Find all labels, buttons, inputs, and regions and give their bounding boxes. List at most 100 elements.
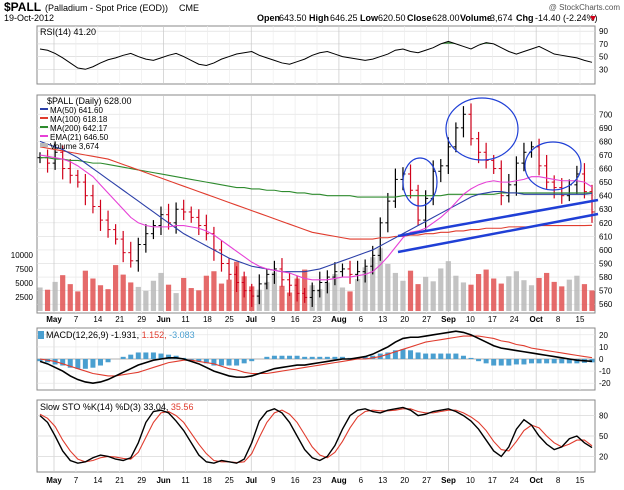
date-tick-label-bottom: Jul bbox=[245, 476, 257, 485]
price-bar bbox=[544, 154, 550, 189]
price-tick-label: 590 bbox=[599, 260, 613, 269]
price-bar bbox=[226, 258, 232, 280]
price-bar bbox=[498, 160, 504, 206]
date-tick-label-bottom: 8 bbox=[556, 476, 561, 485]
date-tick-label-bottom: 18 bbox=[203, 476, 212, 485]
price-bar bbox=[135, 237, 141, 272]
chg-label: Chg bbox=[516, 13, 534, 23]
price-bar bbox=[105, 210, 111, 238]
price-bar bbox=[445, 137, 451, 174]
open-label: Open bbox=[257, 13, 280, 23]
macd-histogram-bar bbox=[536, 359, 542, 364]
macd-histogram-bar bbox=[574, 359, 580, 364]
price-bar bbox=[506, 173, 512, 203]
price-bar bbox=[150, 220, 156, 240]
volume-bar bbox=[82, 270, 88, 311]
macd-histogram-bar bbox=[60, 359, 66, 366]
volume-bar bbox=[347, 291, 353, 311]
rsi-label: RSI(14) 41.20 bbox=[40, 27, 96, 37]
volume-tick-label: 10000 bbox=[11, 251, 34, 260]
price-legend: $PALL (Daily) 628.00 MA(50) 641.60 MA(10… bbox=[40, 96, 132, 151]
volume-tick-label: 2500 bbox=[15, 293, 33, 302]
price-tick-label: 610 bbox=[599, 232, 613, 241]
date-tick-label-bottom: 9 bbox=[271, 476, 276, 485]
volume-bar bbox=[264, 281, 270, 311]
macd-histogram-bar bbox=[279, 355, 285, 359]
date-tick-label: Sep bbox=[441, 315, 456, 324]
macd-histogram-bar bbox=[218, 359, 224, 366]
price-bar bbox=[415, 184, 421, 226]
macd-tick-label: -10 bbox=[599, 367, 611, 376]
date-tick-label-bottom: 21 bbox=[115, 476, 124, 485]
price-tick-label: 640 bbox=[599, 192, 613, 201]
volume-bar bbox=[120, 274, 126, 311]
volume-bar bbox=[135, 286, 141, 311]
date-tick-label-bottom: 27 bbox=[422, 476, 431, 485]
date-tick-label: 11 bbox=[181, 315, 190, 324]
date-tick-label-bottom: Jun bbox=[156, 476, 170, 485]
legend-volume: Volume 3,674 bbox=[50, 142, 99, 151]
rsi-tick-label: 50 bbox=[599, 53, 608, 62]
symbol-name: (Palladium - Spot Price (EOD)) bbox=[45, 3, 168, 13]
rsi-overbought-fill bbox=[40, 41, 592, 44]
price-bar bbox=[181, 199, 187, 221]
macd-histogram-bar bbox=[97, 359, 103, 366]
price-bar bbox=[82, 173, 88, 206]
date-tick-label-bottom: May bbox=[46, 476, 62, 485]
macd-histogram-bar bbox=[468, 357, 474, 359]
quote-line: Open 643.50 High 646.25 Low 620.50 Close… bbox=[257, 13, 598, 23]
macd-legend: MACD(12,26,9) -1.931, 1.152, -3.083 bbox=[38, 330, 195, 340]
date-tick-label: May bbox=[46, 315, 62, 324]
legend-ma200: MA(200) 642.17 bbox=[50, 124, 108, 133]
volume-bar bbox=[370, 257, 376, 311]
price-bar bbox=[294, 275, 300, 302]
macd-histogram-bar bbox=[415, 352, 421, 359]
ma100-line bbox=[39, 146, 593, 240]
sto-k-line bbox=[39, 406, 593, 464]
date-tick-label-bottom: 6 bbox=[359, 476, 364, 485]
rsi-panel bbox=[36, 25, 596, 85]
volume-bar bbox=[415, 284, 421, 311]
low-label: Low bbox=[360, 13, 379, 23]
date-tick-label-bottom: 16 bbox=[291, 476, 300, 485]
rsi-line bbox=[39, 40, 593, 70]
volume-bar bbox=[513, 271, 519, 311]
price-bar bbox=[309, 282, 315, 307]
volume-bar bbox=[279, 285, 285, 311]
date-tick-label-bottom: Oct bbox=[529, 476, 543, 485]
volume-bar bbox=[317, 289, 323, 311]
price-bar bbox=[249, 283, 255, 307]
low-value: 620.50 bbox=[378, 13, 406, 23]
volume-bar bbox=[60, 275, 66, 311]
macd-histogram-bar bbox=[430, 353, 436, 359]
macd-histogram-bar bbox=[453, 353, 459, 359]
date-tick-label: 25 bbox=[225, 315, 234, 324]
price-bars bbox=[37, 103, 595, 307]
macd-histogram-bar bbox=[166, 354, 172, 359]
macd-histogram-bar bbox=[559, 359, 565, 364]
macd-histogram-bar bbox=[105, 359, 111, 363]
macd-histogram-bar bbox=[264, 356, 270, 359]
volume-bar bbox=[536, 277, 542, 311]
price-bar bbox=[317, 271, 323, 298]
trendline-lower bbox=[397, 212, 599, 254]
price-bar bbox=[460, 106, 466, 138]
close-label: Close bbox=[407, 13, 432, 23]
volume-bar bbox=[407, 270, 414, 311]
macd-histogram-bar bbox=[529, 359, 535, 364]
date-tick-label: 15 bbox=[576, 315, 585, 324]
high-label: High bbox=[309, 13, 329, 23]
price-bar bbox=[513, 156, 519, 196]
macd-histogram-bar bbox=[120, 356, 126, 359]
date-tick-label: Jul bbox=[245, 315, 257, 324]
down-arrow-icon bbox=[590, 16, 596, 21]
macd-histogram-bar bbox=[423, 353, 429, 359]
macd-histogram-bar bbox=[544, 359, 550, 364]
price-bar bbox=[566, 179, 572, 202]
legend-ma200-swatch bbox=[40, 126, 48, 128]
date-tick-label-bottom: 20 bbox=[400, 476, 409, 485]
exchange-label: CME bbox=[179, 3, 199, 13]
price-bar bbox=[196, 209, 202, 236]
sto-label-k: 33.04, bbox=[143, 402, 168, 412]
macd-histogram-bar bbox=[150, 352, 156, 359]
